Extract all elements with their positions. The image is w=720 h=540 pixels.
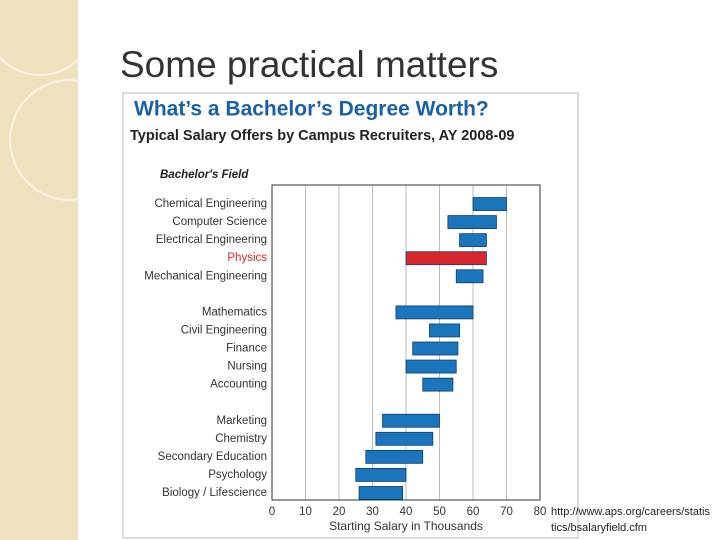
x-tick-label: 60 bbox=[467, 506, 480, 518]
range-bar bbox=[405, 359, 457, 374]
y-tick-label: Finance bbox=[226, 343, 267, 355]
y-tick-label: Civil Engineering bbox=[181, 324, 267, 336]
y-tick-label: Marketing bbox=[217, 415, 268, 427]
y-tick-label: Chemistry bbox=[215, 433, 267, 445]
range-bar bbox=[429, 323, 461, 338]
x-tick-label: 0 bbox=[269, 506, 275, 518]
y-tick-label: Mathematics bbox=[202, 306, 267, 318]
y-tick-label: Computer Science bbox=[172, 216, 267, 228]
x-tick-label: 80 bbox=[534, 506, 547, 518]
y-tick-label: Physics bbox=[227, 252, 267, 264]
x-tick-label: 10 bbox=[299, 506, 312, 518]
range-bar bbox=[395, 305, 474, 320]
y-tick-label: Accounting bbox=[210, 379, 267, 391]
source-link: http://www.aps.org/careers/statistics/bs… bbox=[551, 506, 710, 534]
x-tick-label: 40 bbox=[400, 506, 413, 518]
y-tick-label: Biology / Lifescience bbox=[162, 487, 267, 499]
range-bar bbox=[358, 486, 404, 500]
range-bar bbox=[412, 341, 459, 356]
range-bar bbox=[459, 233, 487, 248]
y-axis-title: Bachelor's Field bbox=[160, 169, 249, 181]
plot-frame bbox=[271, 184, 541, 501]
y-tick-label: Psychology bbox=[208, 469, 267, 481]
chart-subtitle: Typical Salary Offers by Campus Recruite… bbox=[130, 128, 514, 144]
range-bar bbox=[375, 431, 434, 446]
range-bar bbox=[455, 269, 484, 284]
slide-title: Some practical matters bbox=[120, 44, 499, 85]
y-tick-label: Chemical Engineering bbox=[154, 198, 267, 210]
chart-title: What’s a Bachelor’s Degree Worth? bbox=[134, 98, 489, 121]
x-tick-label: 70 bbox=[500, 506, 513, 518]
y-tick-label: Electrical Engineering bbox=[156, 234, 267, 246]
x-axis-title: Starting Salary in Thousands bbox=[329, 519, 483, 533]
decoration bbox=[0, 0, 78, 540]
range-bar bbox=[355, 468, 407, 482]
range-bar bbox=[365, 449, 424, 464]
chart-frame bbox=[122, 92, 579, 539]
range-bar bbox=[422, 377, 454, 392]
y-tick-label: Secondary Education bbox=[158, 451, 267, 463]
x-tick-label: 50 bbox=[433, 506, 446, 518]
x-tick-label: 30 bbox=[366, 506, 379, 518]
y-tick-label: Mechanical Engineering bbox=[144, 270, 267, 282]
range-bar bbox=[405, 251, 487, 266]
range-bar bbox=[447, 215, 497, 229]
x-tick-label: 20 bbox=[333, 506, 346, 518]
y-tick-label: Nursing bbox=[227, 361, 267, 373]
range-bar bbox=[382, 413, 440, 428]
range-bar bbox=[472, 197, 507, 211]
